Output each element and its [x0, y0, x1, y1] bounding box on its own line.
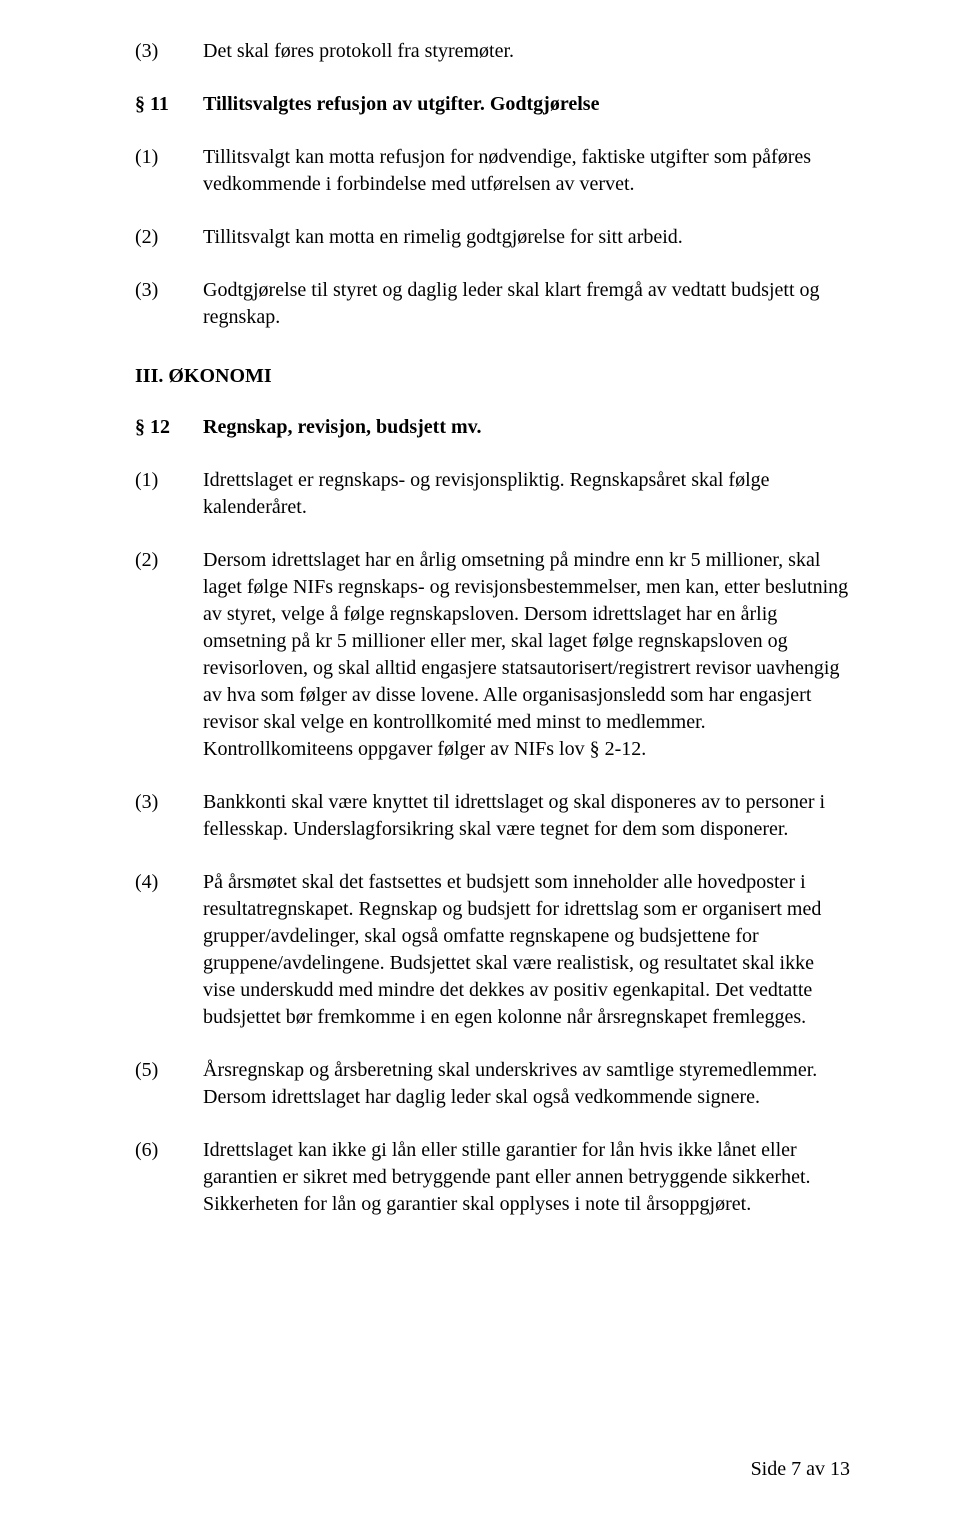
paragraph-label: (3) [135, 789, 203, 816]
paragraph-row: (3) Bankkonti skal være knyttet til idre… [135, 789, 850, 843]
paragraph-text: Idrettslaget er regnskaps- og revisjonsp… [203, 467, 850, 521]
paragraph-label: (4) [135, 869, 203, 896]
paragraph-text: Dersom idrettslaget har en årlig omsetni… [203, 547, 850, 763]
paragraph-row: (3) Det skal føres protokoll fra styremø… [135, 38, 850, 65]
paragraph-row: (3) Godtgjørelse til styret og daglig le… [135, 277, 850, 331]
paragraph-text: Årsregnskap og årsberetning skal undersk… [203, 1057, 850, 1111]
paragraph-row: (2) Dersom idrettslaget har en årlig oms… [135, 547, 850, 763]
paragraph-text: Godtgjørelse til styret og daglig leder … [203, 277, 850, 331]
paragraph-text: Tillitsvalgt kan motta en rimelig godtgj… [203, 224, 850, 251]
paragraph-label: (5) [135, 1057, 203, 1084]
paragraph-label: (1) [135, 144, 203, 171]
paragraph-row: (1) Idrettslaget er regnskaps- og revisj… [135, 467, 850, 521]
roman-section-heading: III. ØKONOMI [135, 365, 850, 388]
paragraph-text: Det skal føres protokoll fra styremøter. [203, 38, 850, 65]
paragraph-label: (6) [135, 1137, 203, 1164]
section-label: § 12 [135, 414, 203, 441]
paragraph-label: (3) [135, 38, 203, 65]
section-heading-row: § 12 Regnskap, revisjon, budsjett mv. [135, 414, 850, 441]
paragraph-text: Idrettslaget kan ikke gi lån eller still… [203, 1137, 850, 1218]
paragraph-label: (1) [135, 467, 203, 494]
page-number: Side 7 av 13 [751, 1458, 850, 1481]
section-label: § 11 [135, 91, 203, 118]
paragraph-row: (6) Idrettslaget kan ikke gi lån eller s… [135, 1137, 850, 1218]
paragraph-text: Tillitsvalgt kan motta refusjon for nødv… [203, 144, 850, 198]
section-title: Tillitsvalgtes refusjon av utgifter. God… [203, 91, 850, 118]
paragraph-text: På årsmøtet skal det fastsettes et budsj… [203, 869, 850, 1031]
section-title: Regnskap, revisjon, budsjett mv. [203, 414, 850, 441]
paragraph-label: (3) [135, 277, 203, 304]
section-heading-row: § 11 Tillitsvalgtes refusjon av utgifter… [135, 91, 850, 118]
paragraph-label: (2) [135, 547, 203, 574]
paragraph-text: Bankkonti skal være knyttet til idrettsl… [203, 789, 850, 843]
paragraph-row: (1) Tillitsvalgt kan motta refusjon for … [135, 144, 850, 198]
paragraph-row: (2) Tillitsvalgt kan motta en rimelig go… [135, 224, 850, 251]
paragraph-row: (5) Årsregnskap og årsberetning skal und… [135, 1057, 850, 1111]
document-page: (3) Det skal føres protokoll fra styremø… [0, 0, 960, 1515]
paragraph-label: (2) [135, 224, 203, 251]
paragraph-row: (4) På årsmøtet skal det fastsettes et b… [135, 869, 850, 1031]
